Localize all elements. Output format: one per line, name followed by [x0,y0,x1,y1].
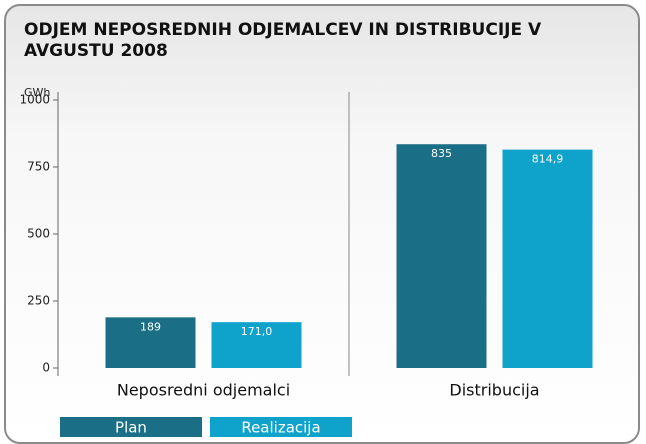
x-tick-label: Distribucija [449,381,539,400]
y-tick-label: 500 [27,227,50,241]
legend-swatch [60,417,202,437]
value-label: 835 [431,147,452,160]
value-label: 814,9 [532,153,564,166]
bar [105,317,196,368]
y-tick-label: 0 [42,361,50,375]
value-label: 189 [140,320,161,333]
y-tick-label: 250 [27,294,50,308]
y-tick-label: 750 [27,160,50,174]
legend-label: Plan [115,419,147,437]
value-label: 171,0 [241,325,273,338]
y-tick-label: 1000 [19,93,50,107]
x-tick-label: Neposredni odjemalci [117,381,290,400]
y-axis-label: GWh [24,86,50,99]
legend-label: Realizacija [241,419,320,437]
bar [396,144,487,368]
bar [211,322,302,368]
bar [502,149,593,368]
legend-swatch [210,417,352,437]
chart-title: ODJEM NEPOSREDNIH ODJEMALCEV IN DISTRIBU… [24,20,542,61]
